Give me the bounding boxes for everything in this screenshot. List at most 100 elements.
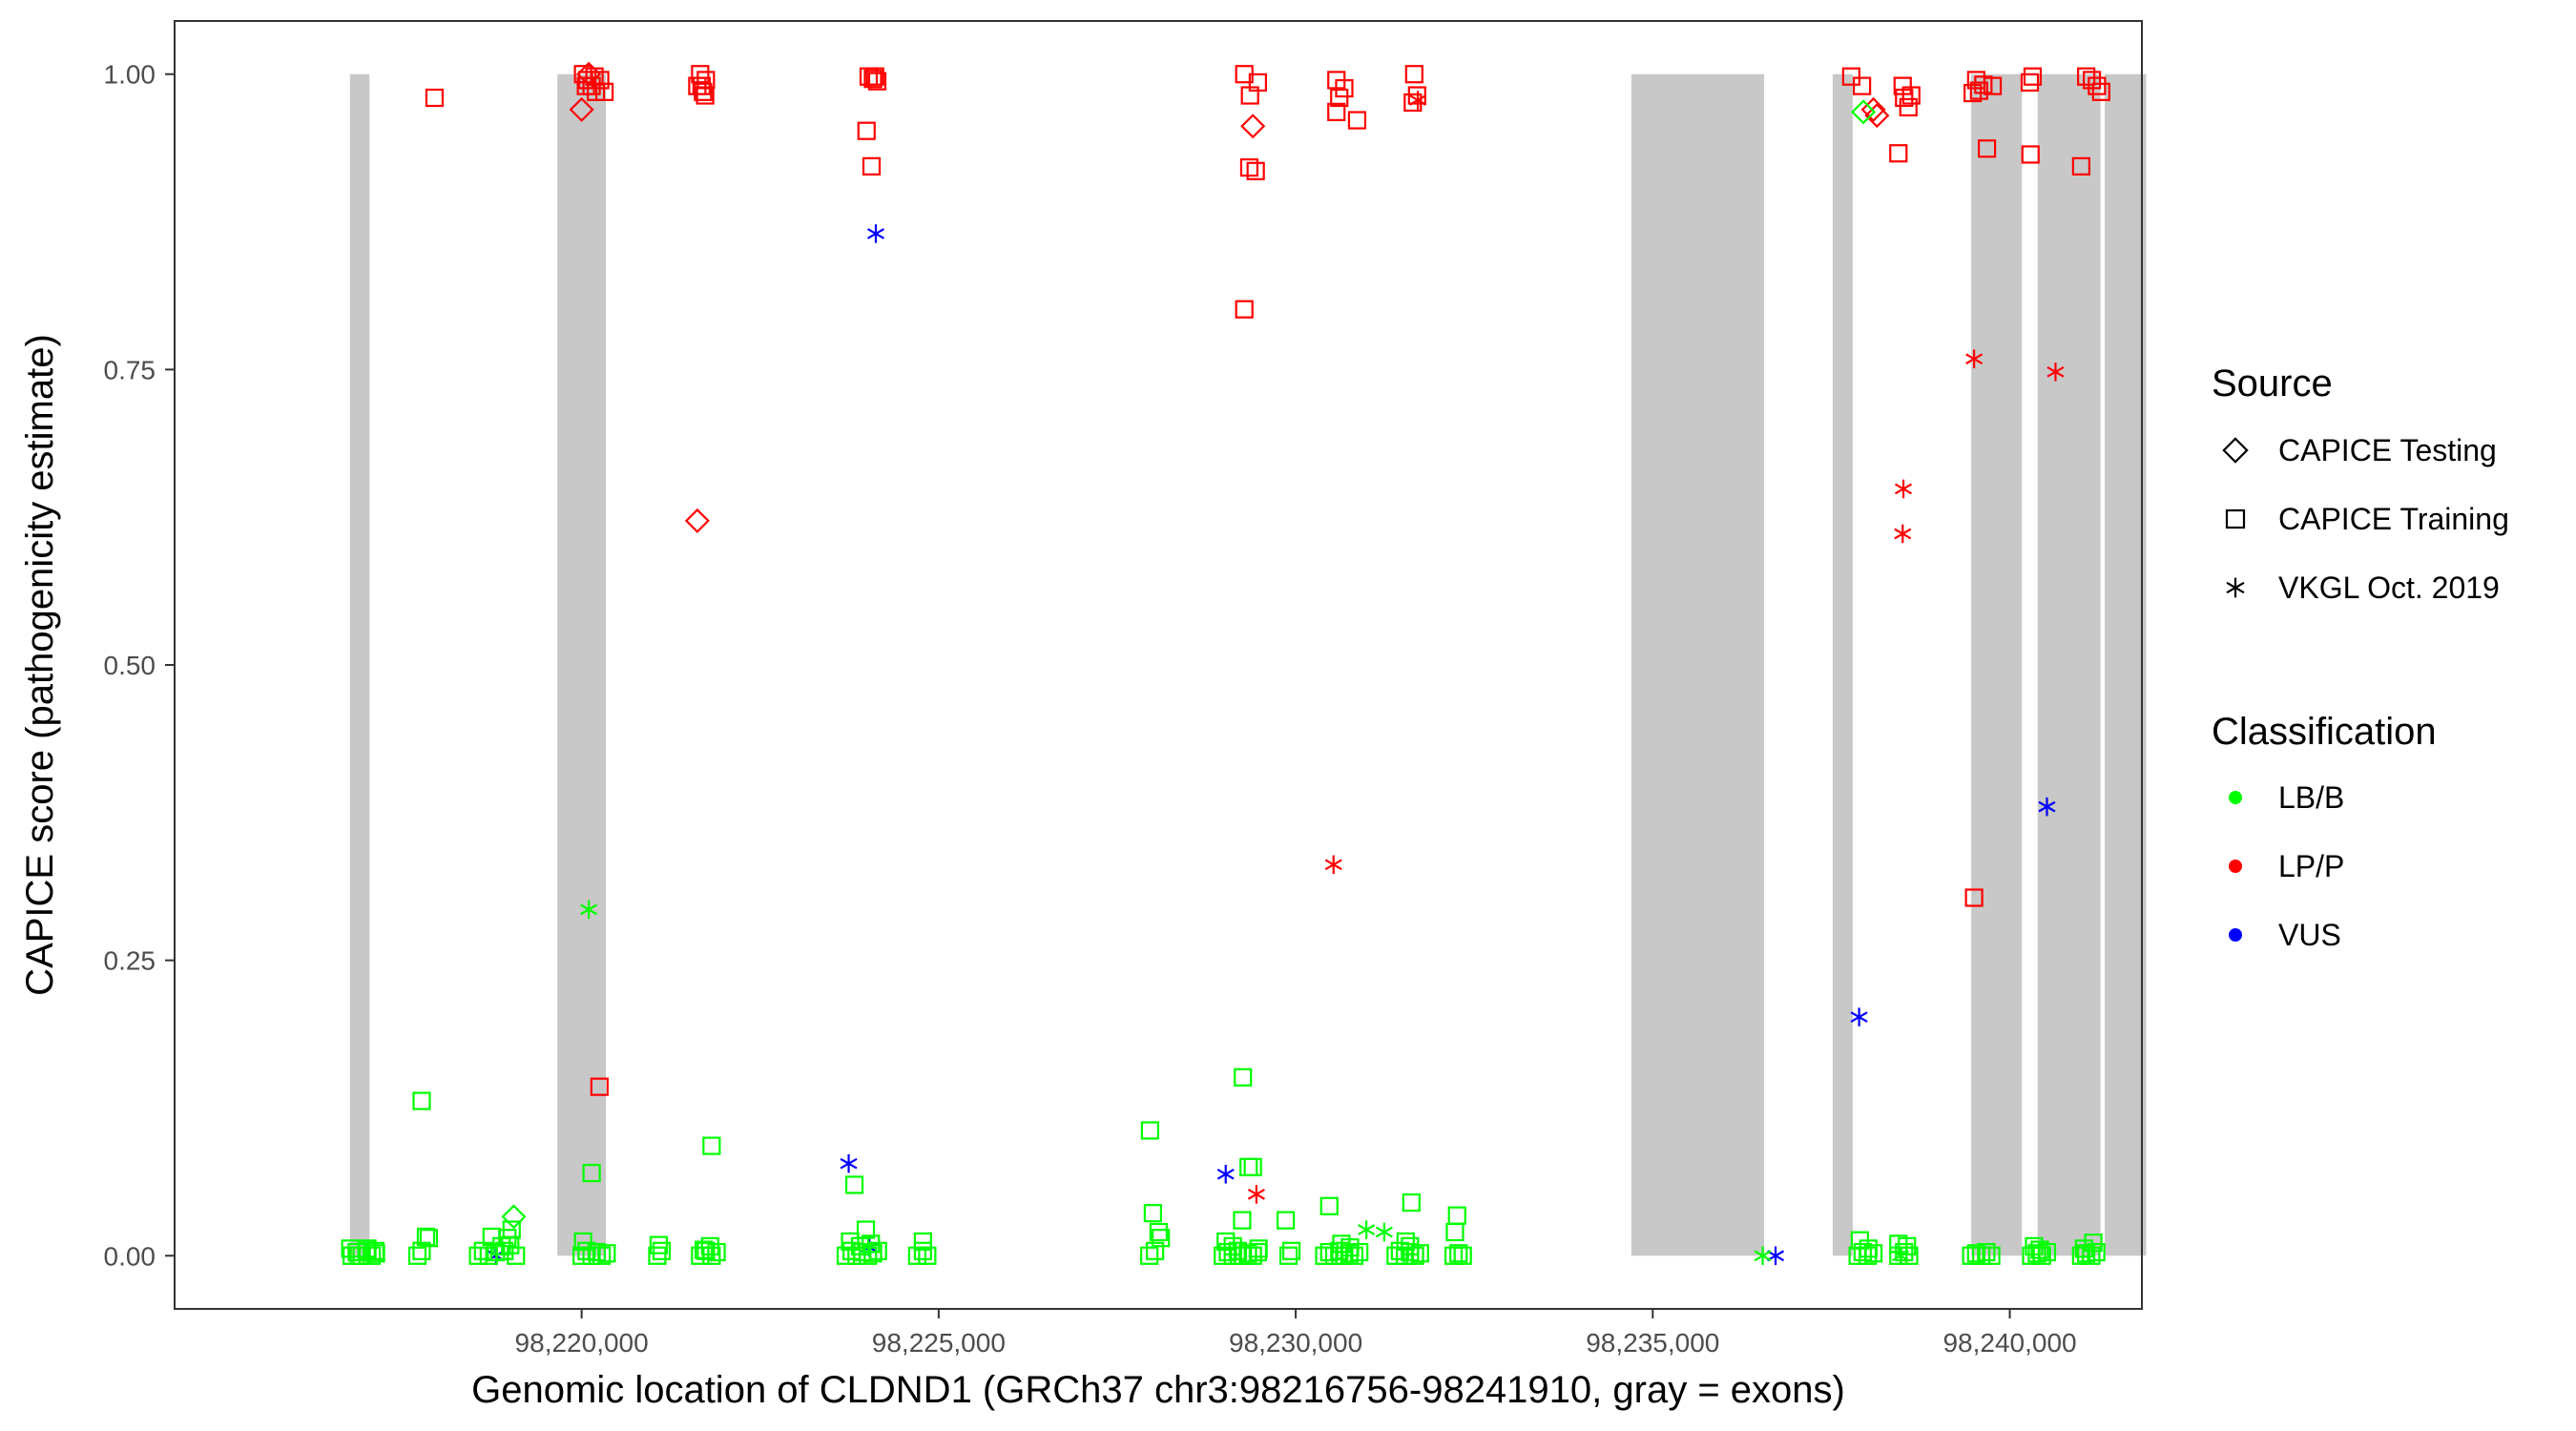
point-0-40 [1899,97,1918,117]
point-0-51 [2021,145,2040,164]
point-6-76 [1233,1211,1252,1230]
point-0-33 [1404,65,1423,84]
data-points [341,61,2110,1266]
legend-source-key-0 [2222,437,2249,464]
point-6-84 [1315,1246,1334,1265]
point-6-63 [1149,1222,1168,1242]
point-6-135 [2074,1239,2093,1258]
point-6-95 [1386,1246,1405,1265]
point-6-23 [482,1227,501,1247]
point-6-110 [1853,1242,1872,1262]
point-6-66 [1214,1246,1233,1265]
legend-source-label-2: VKGL Oct. 2019 [2278,570,2500,605]
point-6-112 [1863,1244,1883,1263]
point-1-0 [569,96,594,122]
x-tick-label-0: 98,220,000 [515,1328,649,1358]
legend-class-key-1 [2229,860,2242,873]
point-0-17 [865,67,884,86]
exon-band-6 [2037,73,2101,1256]
point-3-1 [840,1153,858,1173]
legend-source-key-1 [2225,508,2246,529]
point-6-24 [495,1241,514,1260]
point-6-40 [707,1242,726,1262]
point-6-15 [468,1246,488,1265]
point-0-48 [1964,888,1984,907]
point-6-91 [1350,1242,1369,1262]
point-6-36 [649,1235,669,1255]
exon-band-3 [1631,73,1765,1256]
point-0-50 [2020,73,2040,93]
x-tick-label-3: 98,235,000 [1586,1328,1719,1358]
point-6-59 [913,1232,932,1252]
x-tick-label-4: 98,240,000 [1942,1328,2076,1358]
point-0-49 [2023,67,2043,86]
y-axis-title: CAPICE score (pathogenicity estimate) [19,334,61,996]
point-6-65 [1140,1121,1159,1140]
point-3-6 [1850,1007,1868,1027]
point-5-1 [1851,99,1877,125]
point-6-29 [587,1242,606,1262]
point-3-7 [2038,797,2056,817]
point-0-13 [692,76,711,95]
legend-class-key-2 [2229,928,2242,942]
point-2-3 [1965,349,1984,368]
point-6-38 [696,1241,716,1260]
point-0-37 [1853,76,1872,95]
y-tick-label-1: 0.25 [104,946,156,976]
point-4-1 [1754,1246,1772,1266]
point-0-29 [1335,78,1354,98]
point-6-104 [1444,1246,1464,1265]
point-2-2 [1247,1185,1265,1204]
point-6-62 [1152,1229,1171,1248]
point-6-10 [407,1246,427,1265]
point-0-27 [1235,300,1254,319]
point-2-6 [1894,524,1912,544]
point-6-102 [1401,1236,1420,1255]
point-0-15 [863,70,883,89]
point-0-31 [1327,102,1346,121]
point-6-55 [856,1220,876,1239]
point-0-10 [691,65,710,84]
point-6-43 [702,1136,721,1155]
point-6-51 [841,1232,860,1252]
point-6-34 [648,1246,667,1265]
point-0-6 [594,82,614,101]
point-6-31 [597,1244,616,1263]
legend-source-key-2 [2226,577,2245,598]
point-6-114 [1859,1239,1878,1258]
y-tick-label-2: 0.50 [104,651,156,680]
point-0-20 [696,86,715,105]
point-0-46 [1969,81,1988,100]
point-6-75 [1223,1236,1242,1255]
point-0-25 [1239,157,1259,177]
point-6-83 [1276,1211,1296,1230]
point-6-120 [1962,1246,1981,1265]
point-6-27 [577,1241,596,1260]
point-0-0 [425,88,445,108]
exon-band-7 [2105,73,2147,1256]
legend: Source CAPICE Testing CAPICE Training VKGL … [2212,363,2509,952]
legend-class-label-2: VUS [2278,918,2341,952]
point-6-80 [1234,1068,1253,1087]
point-6-134 [2087,1242,2106,1262]
point-6-78 [1243,1157,1262,1176]
point-6-37 [691,1246,710,1265]
point-0-45 [1983,76,2003,95]
point-0-57 [1963,83,1983,103]
point-2-5 [1895,479,1913,499]
point-0-16 [867,72,887,91]
point-6-73 [1248,1242,1268,1262]
point-6-1 [347,1242,366,1262]
point-0-55 [2091,82,2110,101]
point-6-60 [1140,1246,1159,1265]
point-3-5 [1767,1246,1785,1266]
exon-regions [349,73,2147,1256]
point-0-30 [1330,88,1349,108]
legend-source-title: Source [2212,363,2333,404]
point-6-30 [592,1246,612,1265]
point-5-0 [501,1204,527,1230]
point-6-69 [1228,1241,1248,1260]
point-6-12 [416,1227,436,1247]
point-6-35 [652,1241,672,1260]
